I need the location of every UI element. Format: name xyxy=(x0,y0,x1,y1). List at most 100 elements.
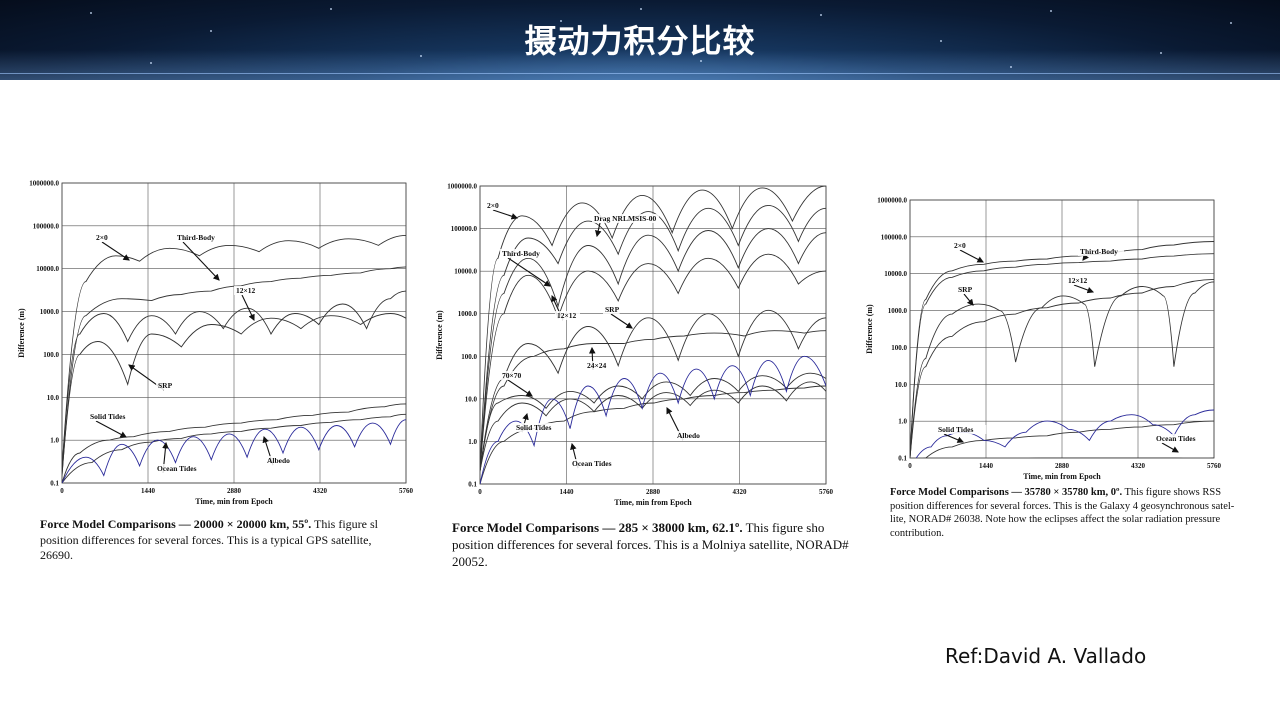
annotation-arrow xyxy=(943,433,965,443)
annotation-bg xyxy=(234,286,259,295)
x-tick-label: 5760 xyxy=(819,488,834,496)
chart-panel-gps: 0.1 1.0 10.0 100.0 1000.0 10000.0 100000.0 1000… xyxy=(14,175,426,515)
x-axis-label: Time, min from Epoch xyxy=(614,498,692,507)
y-tick-label: 100.0 xyxy=(43,351,59,359)
annotation-label: 24×24 xyxy=(587,361,607,370)
y-tick-label: 10000.0 xyxy=(884,270,907,278)
chart-geo: 0.1 1.0 10.0 100.0 1000.0 10000.0 100000.0 1000… xyxy=(865,197,1222,482)
annotation-bg xyxy=(555,311,580,320)
annotation-bg xyxy=(156,381,173,390)
x-tick-label: 2880 xyxy=(227,487,242,495)
annotation-label: 2×0 xyxy=(96,233,108,242)
annotation-bg xyxy=(1154,434,1205,443)
series-group xyxy=(910,241,1214,458)
annotation-bg xyxy=(956,285,973,294)
caption-molniya-bold: Force Model Comparisons — 285 × 38000 km… xyxy=(452,520,743,535)
x-tick-label: 1440 xyxy=(141,487,156,495)
banner-star xyxy=(820,14,822,16)
y-tick-label: 100000.0 xyxy=(881,233,908,241)
annotation-bg xyxy=(952,241,969,250)
annotation-arrow xyxy=(507,257,551,287)
annotation-bg xyxy=(500,249,546,258)
caption-geo-bold: Force Model Comparisons — 35780 × 35780 … xyxy=(890,487,1123,498)
series-line-70-70 xyxy=(480,372,826,472)
y-tick-label: 0.1 xyxy=(50,480,59,488)
x-tick-label: 4320 xyxy=(313,487,328,495)
annotation-label: Albedo xyxy=(677,431,700,440)
annotation-bg xyxy=(585,361,610,370)
annotation-label: Solid Tides xyxy=(938,425,973,434)
annotation-bg xyxy=(265,456,295,465)
x-tick-label: 0 xyxy=(60,487,64,495)
banner-star xyxy=(940,40,942,42)
banner-star xyxy=(1160,52,1162,54)
caption-molniya-line1: This figure sho xyxy=(742,520,825,535)
caption-gps-line2: position differences for several forces.… xyxy=(40,532,372,547)
x-tick-label: 4320 xyxy=(1131,462,1146,470)
annotation-arrow xyxy=(610,313,633,329)
series-line-12-12 xyxy=(62,290,406,471)
annotation-bg xyxy=(675,431,705,440)
caption-gps-line1: This figure sl xyxy=(311,517,379,531)
y-tick-label: 1.0 xyxy=(468,438,477,446)
annotation-bg xyxy=(88,412,139,421)
y-tick-label: 1000000.0 xyxy=(447,183,477,191)
chart-gps: 0.1 1.0 10.0 100.0 1000.0 10000.0 100000.0 1000… xyxy=(17,180,414,507)
y-tick-label: 1.0 xyxy=(50,437,59,445)
annotation-arrow xyxy=(492,209,519,220)
annotation-label: 2×0 xyxy=(954,241,966,250)
caption-geo: Force Model Comparisons — 35780 × 35780 … xyxy=(890,486,1280,541)
annotation-label: Drag NRLMSIS-00 xyxy=(594,214,657,223)
y-tick-label: 0.1 xyxy=(468,481,477,489)
annotation-bg xyxy=(570,459,621,468)
y-axis-label: Difference (m) xyxy=(435,310,444,360)
y-tick-label: 100000.0 xyxy=(33,222,60,230)
annotation-label: 2×0 xyxy=(487,201,499,210)
page-title: 摄动力积分比较 xyxy=(524,22,756,60)
banner-star xyxy=(560,20,562,22)
annotation-label: 12×12 xyxy=(236,286,256,295)
chart-panel-molniya: 0.1 1.0 10.0 100.0 1000.0 10000.0 100000.0 1000… xyxy=(432,176,842,516)
caption-molniya-line3: 20052. xyxy=(452,553,488,569)
annotation-bg xyxy=(1078,247,1124,256)
x-tick-label: 0 xyxy=(908,462,912,470)
caption-gps-line3: 26690. xyxy=(40,548,73,563)
series-line-third-body xyxy=(910,253,1214,458)
annotation-arrow xyxy=(959,249,984,263)
annotation-bg xyxy=(1066,276,1091,285)
y-tick-label: 10.0 xyxy=(895,381,908,389)
y-tick-label: 10000.0 xyxy=(36,265,59,273)
y-axis-label: Difference (m) xyxy=(17,308,26,358)
banner-star xyxy=(330,8,332,10)
annotation-arrow xyxy=(1082,253,1089,261)
series-line-albedo xyxy=(62,419,406,483)
y-tick-label: 1000000.0 xyxy=(29,180,59,188)
banner-star xyxy=(1230,22,1232,24)
title-banner: 摄动力积分比较 xyxy=(0,0,1280,80)
caption-gps-bold: Force Model Comparisons — 20000 × 20000 … xyxy=(40,517,312,531)
annotation-arrow xyxy=(1073,284,1095,294)
banner-glow xyxy=(0,50,1280,80)
caption-geo-line1: This figure shows RSS xyxy=(1122,487,1222,498)
y-tick-label: 10.0 xyxy=(465,395,478,403)
series-line-third-body xyxy=(480,228,826,472)
annotation-label: SRP xyxy=(958,285,973,294)
x-tick-label: 1440 xyxy=(560,488,575,496)
annotation-bg xyxy=(175,233,221,242)
x-tick-label: 5760 xyxy=(1207,462,1222,470)
y-tick-label: 100.0 xyxy=(461,353,477,361)
annotation-label: Ocean Tides xyxy=(1156,434,1196,443)
annotation-arrow xyxy=(101,241,130,261)
banner-horizon-line xyxy=(0,73,1280,74)
x-tick-label: 1440 xyxy=(979,462,994,470)
y-tick-label: 0.1 xyxy=(898,455,907,463)
annotation-bg xyxy=(94,233,111,242)
annotation-arrow xyxy=(1161,442,1179,453)
banner-star xyxy=(420,55,422,57)
banner-star xyxy=(90,12,92,14)
series-line-albedo xyxy=(480,355,826,484)
annotation-label: SRP xyxy=(605,305,620,314)
annotation-label: 70×70 xyxy=(502,371,522,380)
annotation-bg xyxy=(592,214,659,223)
y-axis-label: Difference (m) xyxy=(865,304,874,354)
